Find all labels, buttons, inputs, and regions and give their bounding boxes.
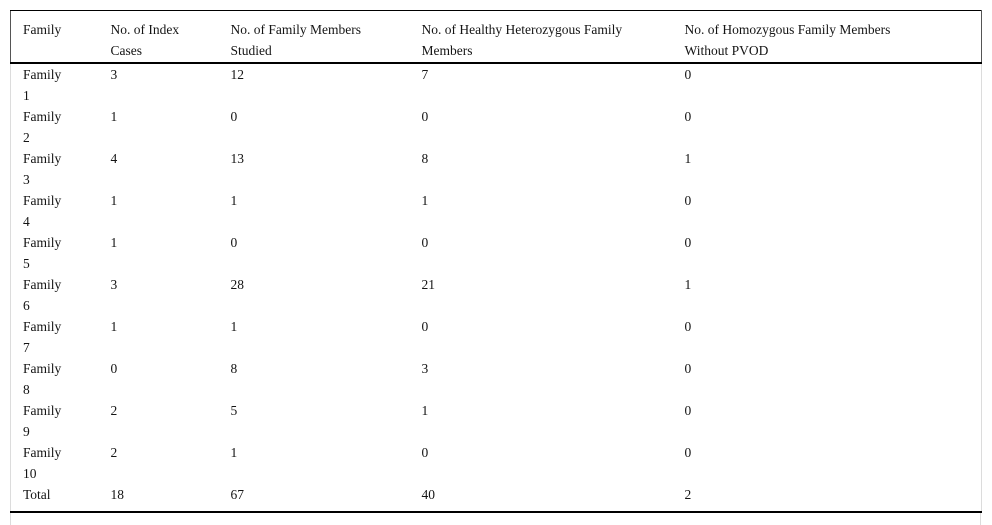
table-row: Family 8 0 8 3 0 bbox=[10, 358, 982, 400]
value-cell: 7 bbox=[421, 67, 429, 82]
table-row: Family 10 2 1 0 0 bbox=[10, 442, 982, 484]
family-label: Family 9 bbox=[23, 403, 62, 439]
family-cell: Family 10 bbox=[10, 442, 99, 484]
table-row: Family 3 4 13 8 1 bbox=[10, 148, 982, 190]
value-cell: 0 bbox=[421, 319, 429, 334]
value-cell: 3 bbox=[421, 361, 429, 376]
value-cell: 0 bbox=[672, 442, 982, 484]
value-cell: 28 bbox=[230, 277, 245, 292]
family-label: Family 8 bbox=[23, 361, 62, 397]
family-cell: Family 5 bbox=[10, 232, 99, 274]
value-cell: 1 bbox=[230, 319, 238, 334]
family-cell: Family 6 bbox=[10, 274, 99, 316]
value-cell: 0 bbox=[672, 400, 982, 442]
family-cell: Family 8 bbox=[10, 358, 99, 400]
table-row: Family 1 3 12 7 0 bbox=[10, 63, 982, 106]
family-data-table: Family No. of Index Cases No. of Family Me… bbox=[10, 10, 982, 513]
value-cell: 1 bbox=[421, 403, 429, 418]
family-cell: Family 2 bbox=[10, 106, 99, 148]
family-cell: Family 3 bbox=[10, 148, 99, 190]
family-cell: Family 4 bbox=[10, 190, 99, 232]
value-cell: 5 bbox=[230, 403, 238, 418]
value-cell: 13 bbox=[230, 151, 245, 166]
column-header: No. of Homozygous Family Members Without… bbox=[672, 10, 982, 64]
family-cell: Family 1 bbox=[10, 63, 99, 106]
value-cell: 18 bbox=[98, 484, 219, 513]
table-row: Family 7 1 1 0 0 bbox=[10, 316, 982, 358]
table-row: Family 9 2 5 1 0 bbox=[10, 400, 982, 442]
value-cell: 8 bbox=[230, 361, 238, 376]
family-label: Family 3 bbox=[23, 151, 62, 187]
value-cell: 3 bbox=[110, 67, 118, 82]
family-label: Family 2 bbox=[23, 109, 62, 145]
value-cell: 0 bbox=[110, 361, 118, 376]
column-header: Family bbox=[10, 10, 99, 64]
value-cell: 4 bbox=[110, 151, 118, 166]
value-cell: 0 bbox=[230, 235, 238, 250]
column-header-label: No. of Homozygous Family Members Without… bbox=[684, 22, 891, 58]
value-cell: 1 bbox=[672, 274, 982, 316]
family-label: Family 1 bbox=[23, 67, 62, 103]
value-cell: 1 bbox=[230, 445, 238, 460]
value-cell: 0 bbox=[672, 232, 982, 274]
table-footer-spacer bbox=[10, 513, 981, 525]
value-cell: 21 bbox=[421, 277, 436, 292]
value-cell: 3 bbox=[110, 277, 118, 292]
value-cell: 0 bbox=[672, 190, 982, 232]
value-cell: 0 bbox=[421, 235, 429, 250]
value-cell: 1 bbox=[110, 235, 118, 250]
table-row: Family 2 1 0 0 0 bbox=[10, 106, 982, 148]
value-cell: 0 bbox=[672, 358, 982, 400]
family-cell: Total bbox=[10, 484, 99, 513]
value-cell: 2 bbox=[110, 403, 118, 418]
table-header: Family No. of Index Cases No. of Family Me… bbox=[10, 10, 982, 64]
column-header-label: No. of Healthy Heterozygous Family Membe… bbox=[421, 22, 623, 58]
family-label: Family 7 bbox=[23, 319, 62, 355]
table-row: Family 4 1 1 1 0 bbox=[10, 190, 982, 232]
value-cell: 1 bbox=[672, 148, 982, 190]
column-header: No. of Healthy Heterozygous Family Membe… bbox=[409, 10, 673, 64]
value-cell: 1 bbox=[110, 319, 118, 334]
value-cell: 12 bbox=[230, 67, 245, 82]
column-header-label: No. of Index Cases bbox=[110, 22, 180, 58]
value-cell: 1 bbox=[230, 193, 238, 208]
header-row: Family No. of Index Cases No. of Family Me… bbox=[10, 10, 982, 64]
table-row: Family 5 1 0 0 0 bbox=[10, 232, 982, 274]
family-label: Family 5 bbox=[23, 235, 62, 271]
column-header: No. of Index Cases bbox=[98, 10, 219, 64]
table-row: Family 6 3 28 21 1 bbox=[10, 274, 982, 316]
family-data-table-container: Family No. of Index Cases No. of Family Me… bbox=[10, 10, 982, 525]
value-cell: 0 bbox=[421, 445, 429, 460]
value-cell: 2 bbox=[110, 445, 118, 460]
table-body: Family 1 3 12 7 0 Family 2 1 0 0 0 Family 3 4 13 8 1 Fa… bbox=[10, 63, 982, 513]
column-header-label: Family bbox=[23, 22, 62, 37]
value-cell: 67 bbox=[218, 484, 410, 513]
value-cell: 1 bbox=[110, 109, 118, 124]
family-label: Total bbox=[23, 487, 51, 502]
family-cell: Family 7 bbox=[10, 316, 99, 358]
value-cell: 0 bbox=[230, 109, 238, 124]
family-label: Family 6 bbox=[23, 277, 62, 313]
value-cell: 2 bbox=[672, 484, 982, 513]
value-cell: 0 bbox=[672, 106, 982, 148]
value-cell: 0 bbox=[672, 316, 982, 358]
family-label: Family 4 bbox=[23, 193, 62, 229]
value-cell: 1 bbox=[421, 193, 429, 208]
value-cell: 40 bbox=[409, 484, 673, 513]
family-label: Family 10 bbox=[23, 445, 62, 481]
value-cell: 8 bbox=[421, 151, 429, 166]
column-header-label: No. of Family Members Studied bbox=[230, 22, 362, 58]
value-cell: 0 bbox=[672, 63, 982, 106]
family-cell: Family 9 bbox=[10, 400, 99, 442]
table-row: Total 18 67 40 2 bbox=[10, 484, 982, 513]
value-cell: 0 bbox=[421, 109, 429, 124]
column-header: No. of Family Members Studied bbox=[218, 10, 410, 64]
value-cell: 1 bbox=[110, 193, 118, 208]
